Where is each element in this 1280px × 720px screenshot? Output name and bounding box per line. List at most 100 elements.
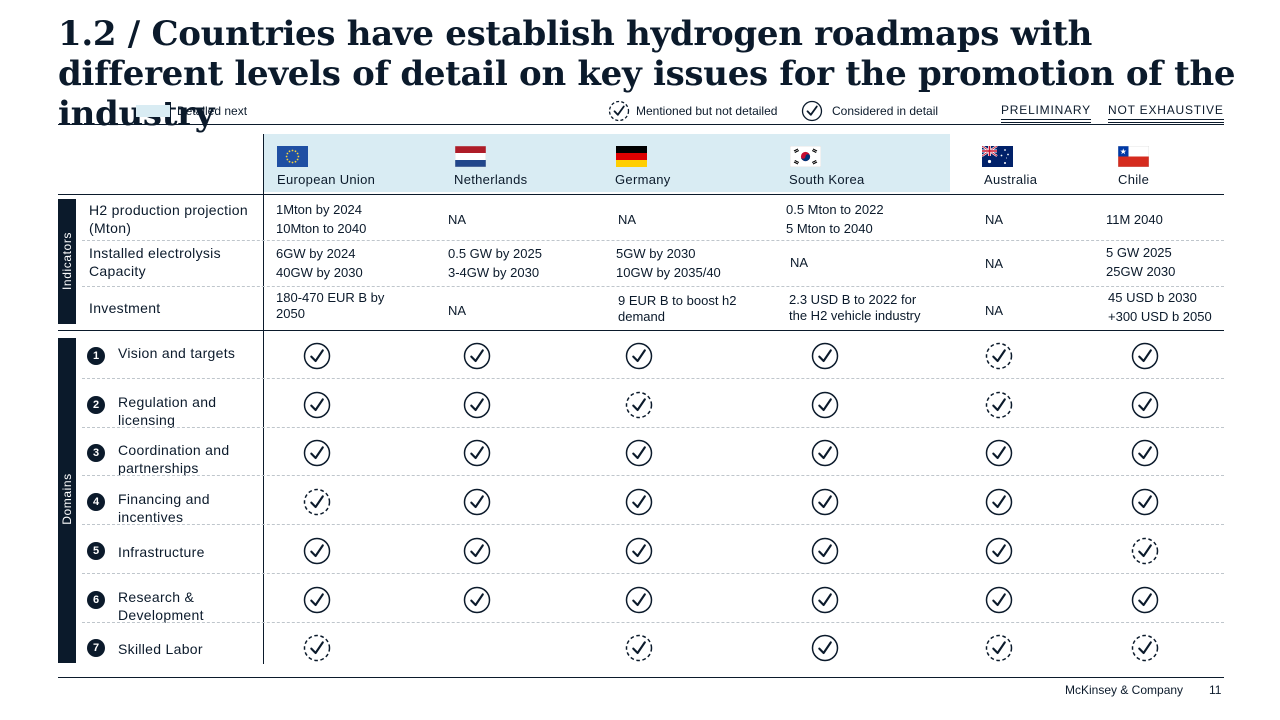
domain-number-badge: 4 [87,493,105,511]
considered-in-detail-check-icon [303,342,331,370]
considered-in-detail-check-icon [303,439,331,467]
considered-in-detail-check-icon [463,391,491,419]
eu-flag-icon [277,146,308,167]
country-name: Germany [615,172,671,187]
row-divider [82,475,1224,476]
row-divider [82,573,1224,574]
section-rule [58,330,1224,331]
indicator-value: NA [618,212,637,227]
indicator-value: 11M 2040 [1106,212,1163,227]
indicators-label: Indicators [60,231,74,291]
considered-in-detail-check-icon [985,488,1013,516]
mentioned-check-icon [608,100,630,122]
header-rule [58,194,1224,195]
indicator-value: NA [790,255,809,270]
considered-in-detail-check-icon [303,391,331,419]
considered-in-detail-check-icon [463,586,491,614]
indicator-value: 6GW by 2024 40GW by 2030 [276,246,363,280]
page-number: 11 [1209,683,1222,697]
considered-in-detail-check-icon [1131,586,1159,614]
chile-flag-icon [1118,146,1149,167]
considered-in-detail-check-icon [985,586,1013,614]
country-south-korea [790,146,821,167]
considered-in-detail-check-icon [1131,342,1159,370]
considered-in-detail-check-icon [811,537,839,565]
considered-in-detail-check-icon [985,537,1013,565]
domain-label: Financing and incentives [118,491,210,525]
considered-in-detail-check-icon [625,537,653,565]
mentioned-check-icon [303,634,331,662]
domains-label: Domains [60,473,74,525]
domain-label: Infrastructure [118,544,205,560]
domain-label: Vision and targets [118,345,236,361]
domains-sidebar: Domains [58,338,76,663]
considered-in-detail-check-icon [463,537,491,565]
indicator-value: 1Mton by 2024 10Mton to 2040 [276,202,367,236]
label-column-divider [263,134,264,664]
mentioned-check-icon [625,634,653,662]
considered-in-detail-check-icon [625,488,653,516]
considered-in-detail-check-icon [811,488,839,516]
indicator-label: H2 production projection (Mton) [89,202,248,236]
detailed-next-swatch [136,105,170,117]
domain-number-badge: 6 [87,591,105,609]
footer-company: McKinsey & Company [1065,683,1184,697]
detailed-next-label: Detailed next [177,104,248,118]
considered-in-detail-check-icon [625,586,653,614]
row-divider [82,427,1224,428]
mentioned-check-icon [303,488,331,516]
indicator-value: 45 USD b 2030 +300 USD b 2050 [1108,290,1212,324]
indicator-label: Installed electrolysis Capacity [89,245,221,279]
australia-flag-icon [982,146,1013,167]
considered-in-detail-check-icon [303,586,331,614]
domain-number-badge: 5 [87,542,105,560]
considered-in-detail-check-icon [463,488,491,516]
bottom-rule [58,677,1224,678]
mentioned-check-icon [985,391,1013,419]
considered-in-detail-check-icon [463,342,491,370]
considered-in-detail-check-icon [985,439,1013,467]
considered-in-detail-check-icon [463,439,491,467]
considered-in-detail-check-icon [811,634,839,662]
mentioned-check-icon [985,342,1013,370]
south-korea-flag-icon [790,146,821,167]
indicator-value: NA [448,212,467,227]
considered-in-detail-check-icon [625,342,653,370]
legend-row: Detailed next Mentioned but not detailed… [0,100,1280,123]
country-netherlands [455,146,486,167]
considered-in-detail-check-icon [1131,488,1159,516]
domain-number-badge: 2 [87,396,105,414]
country-australia [982,146,1013,167]
netherlands-flag-icon [455,146,486,167]
country-name: Australia [984,172,1038,187]
domain-label: Skilled Labor [118,641,203,657]
row-divider [82,622,1224,623]
domain-label: Coordination and partnerships [118,442,230,476]
considered-in-detail-check-icon [811,439,839,467]
indicator-value: 5GW by 2030 10GW by 2035/40 [616,246,721,280]
preliminary-tag: PRELIMINARY [1001,103,1091,123]
country-eu [277,146,308,167]
country-name: Netherlands [454,172,528,187]
indicator-value: 9 EUR B to boost h2 demand [618,293,737,324]
mentioned-check-icon [625,391,653,419]
indicator-value: 0.5 Mton to 2022 5 Mton to 2040 [786,202,884,236]
detailed-next-highlight [264,134,950,192]
indicator-value: 180-470 EUR B by 2050 [276,290,385,321]
indicator-label: Investment [89,300,161,316]
indicator-value: NA [985,212,1004,227]
indicator-value: 0.5 GW by 2025 3-4GW by 2030 [448,246,542,280]
domain-number-badge: 3 [87,444,105,462]
indicators-sidebar: Indicators [58,199,76,324]
considered-in-detail-check-icon [811,342,839,370]
considered-in-detail-check-icon [811,391,839,419]
considered-in-detail-check-icon [625,439,653,467]
not-exhaustive-tag: NOT EXHAUSTIVE [1108,103,1224,123]
indicator-value: 2.3 USD B to 2022 for the H2 vehicle indu… [789,292,921,323]
considered-in-detail-check-icon [303,537,331,565]
country-chile [1118,146,1149,167]
considered-in-detail-check-icon [811,586,839,614]
mentioned-check-icon [1131,537,1159,565]
considered-in-detail-check-icon [1131,439,1159,467]
domain-number-badge: 7 [87,639,105,657]
